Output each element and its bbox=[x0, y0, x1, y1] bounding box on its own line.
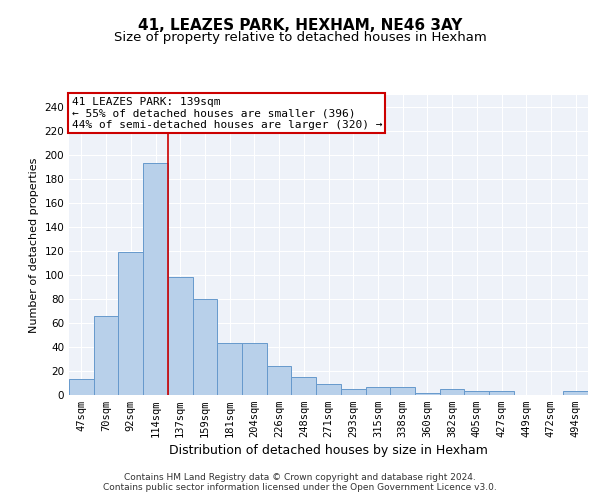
Bar bbox=[217, 344, 242, 395]
Bar bbox=[292, 377, 316, 395]
Bar bbox=[193, 299, 217, 395]
Bar bbox=[464, 392, 489, 395]
Bar bbox=[168, 278, 193, 395]
Bar bbox=[415, 392, 440, 395]
Text: Contains HM Land Registry data © Crown copyright and database right 2024.
Contai: Contains HM Land Registry data © Crown c… bbox=[103, 473, 497, 492]
Bar bbox=[390, 386, 415, 395]
Text: 41 LEAZES PARK: 139sqm
← 55% of detached houses are smaller (396)
44% of semi-de: 41 LEAZES PARK: 139sqm ← 55% of detached… bbox=[71, 96, 382, 130]
Y-axis label: Number of detached properties: Number of detached properties bbox=[29, 158, 39, 332]
Bar bbox=[267, 366, 292, 395]
Bar bbox=[118, 252, 143, 395]
Bar bbox=[242, 344, 267, 395]
Bar bbox=[341, 389, 365, 395]
Bar bbox=[316, 384, 341, 395]
Bar bbox=[563, 392, 588, 395]
Bar bbox=[489, 392, 514, 395]
Bar bbox=[69, 380, 94, 395]
Text: 41, LEAZES PARK, HEXHAM, NE46 3AY: 41, LEAZES PARK, HEXHAM, NE46 3AY bbox=[138, 18, 462, 32]
Bar bbox=[440, 389, 464, 395]
X-axis label: Distribution of detached houses by size in Hexham: Distribution of detached houses by size … bbox=[169, 444, 488, 458]
Bar bbox=[94, 316, 118, 395]
Bar bbox=[143, 164, 168, 395]
Text: Size of property relative to detached houses in Hexham: Size of property relative to detached ho… bbox=[113, 31, 487, 44]
Bar bbox=[365, 386, 390, 395]
